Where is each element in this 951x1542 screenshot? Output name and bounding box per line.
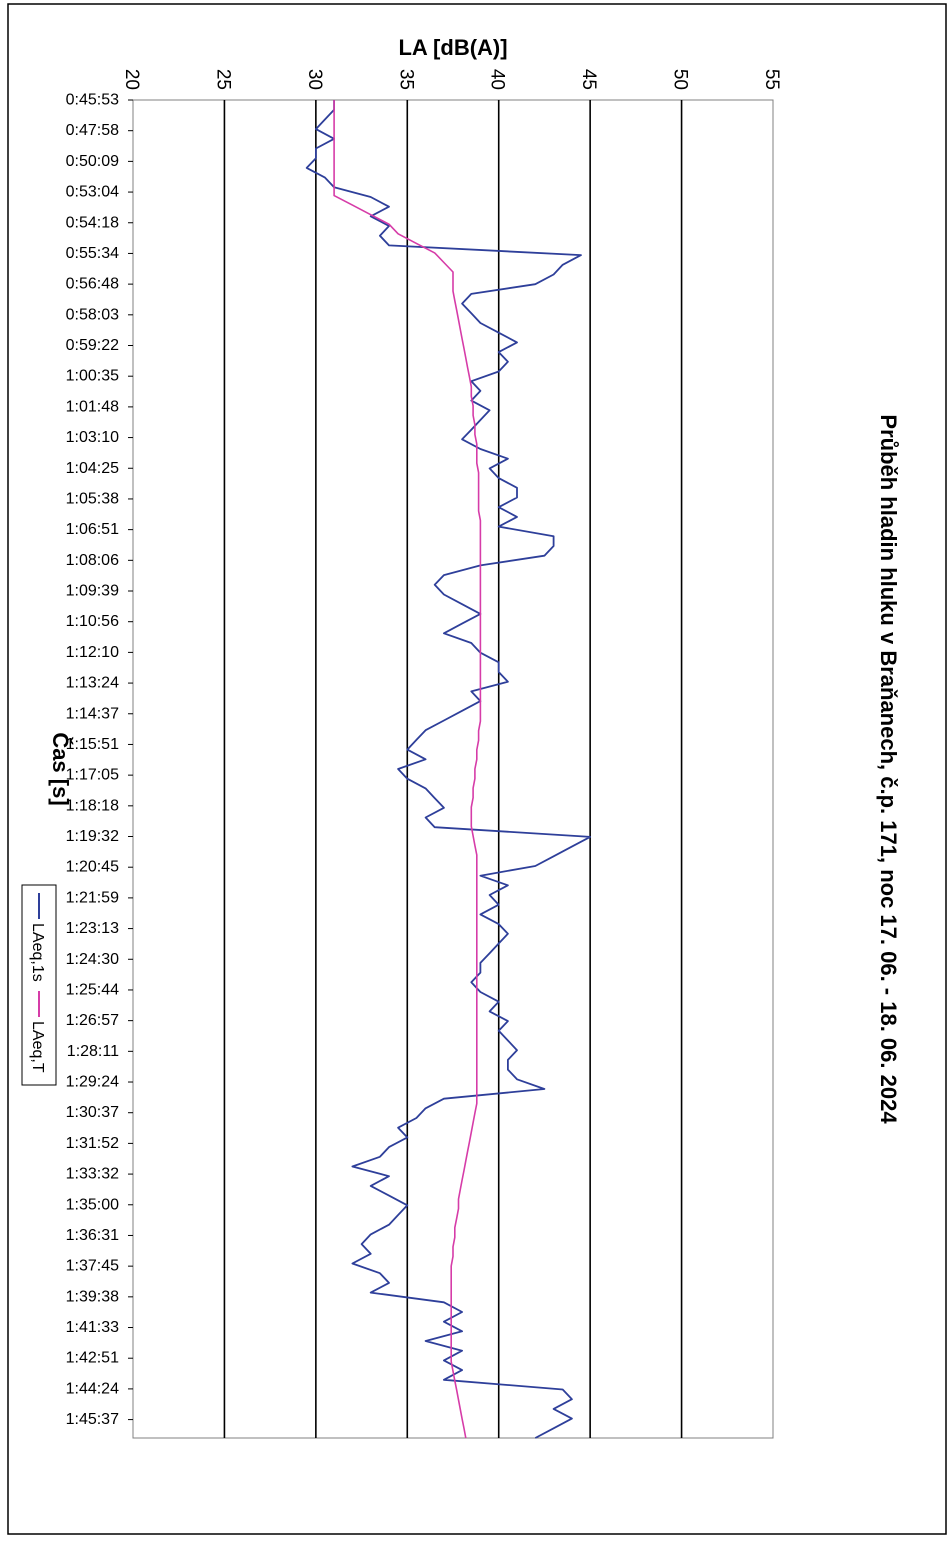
legend-entry: LAeq,T: [29, 1021, 46, 1073]
x-tick-label: 1:33:32: [66, 1166, 119, 1183]
x-tick-label: 1:31:52: [66, 1135, 119, 1152]
x-tick-label: 1:37:45: [66, 1258, 119, 1275]
x-tick-label: 0:58:03: [66, 306, 119, 323]
x-tick-label: 1:09:39: [66, 583, 119, 600]
legend-entry: LAeq,1s: [29, 923, 46, 982]
y-tick-label: 25: [212, 69, 233, 90]
x-tick-label: 1:17:05: [66, 767, 119, 784]
x-tick-label: 0:50:09: [66, 153, 119, 170]
x-tick-label: 0:45:53: [66, 92, 119, 109]
x-tick-label: 1:00:35: [66, 368, 119, 385]
x-tick-label: 1:42:51: [66, 1350, 119, 1367]
x-tick-label: 1:26:57: [66, 1012, 119, 1029]
x-tick-label: 1:12:10: [66, 644, 119, 661]
y-tick-label: 50: [670, 69, 691, 90]
x-tick-label: 1:36:31: [66, 1227, 119, 1244]
x-tick-label: 1:25:44: [66, 981, 119, 998]
x-tick-label: 1:21:59: [66, 889, 119, 906]
x-tick-label: 1:01:48: [66, 398, 119, 415]
x-tick-label: 1:44:24: [66, 1380, 119, 1397]
y-tick-label: 20: [121, 69, 142, 90]
x-tick-label: 1:35:00: [66, 1196, 119, 1213]
legend: LAeq,1s LAeq,T: [21, 884, 57, 1086]
x-tick-label: 1:24:30: [66, 951, 119, 968]
x-tick-label: 1:19:32: [66, 828, 119, 845]
x-tick-label: 0:54:18: [66, 214, 119, 231]
x-tick-label: 1:29:24: [66, 1074, 119, 1091]
x-tick-label: 1:20:45: [66, 859, 119, 876]
x-tick-label: 1:39:38: [66, 1288, 119, 1305]
x-tick-label: 1:08:06: [66, 552, 119, 569]
plot-area: [132, 99, 774, 1439]
legend-box: [21, 884, 57, 1086]
x-tick-label: 1:28:11: [67, 1043, 119, 1060]
y-tick-label: 40: [487, 69, 508, 90]
y-tick-label: 30: [304, 69, 325, 90]
x-tick-label: 1:06:51: [66, 521, 119, 538]
x-tick-label: 0:59:22: [66, 337, 119, 354]
x-tick-label: 1:15:51: [66, 736, 119, 753]
x-tick-label: 1:23:13: [66, 920, 119, 937]
y-tick-label: 35: [395, 69, 416, 90]
x-tick-label: 1:18:18: [66, 797, 119, 814]
chart-title: Průběh hladin hluku v Braňanech, č.p. 17…: [876, 414, 901, 1124]
x-tick-label: 1:05:38: [66, 490, 119, 507]
y-tick-label: 45: [578, 69, 599, 90]
series-line-laeq-t: [333, 100, 482, 1439]
x-tick-label: 1:41:33: [66, 1319, 119, 1336]
x-tick-label: 0:53:04: [66, 184, 119, 201]
x-tick-label: 0:56:48: [66, 276, 119, 293]
x-tick-label: 1:30:37: [66, 1104, 119, 1121]
x-tick-label: 1:03:10: [66, 429, 119, 446]
x-tick-label: 1:45:37: [66, 1411, 119, 1428]
x-tick-label: 1:14:37: [66, 705, 119, 722]
x-tick-label: 1:10:56: [66, 613, 119, 630]
x-axis-label: Čas [s]: [48, 732, 73, 805]
x-tick-label: 1:13:24: [66, 675, 119, 692]
series-line-laeq-1s: [305, 100, 592, 1439]
x-tick-label: 0:55:34: [66, 245, 119, 262]
x-tick-label: 0:47:58: [66, 122, 119, 139]
y-tick-label: 55: [761, 69, 782, 90]
x-tick-label: 1:04:25: [66, 460, 119, 477]
y-axis-label: LA [dB(A)]: [398, 35, 507, 60]
